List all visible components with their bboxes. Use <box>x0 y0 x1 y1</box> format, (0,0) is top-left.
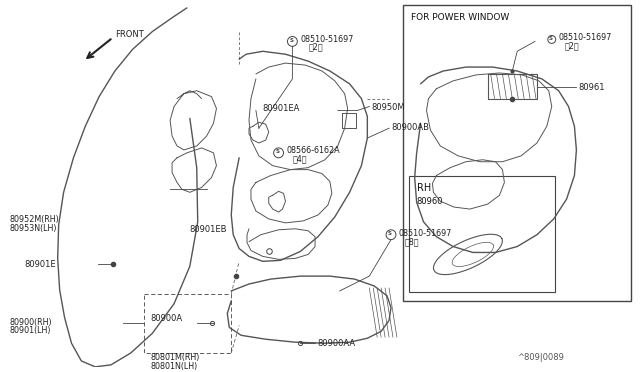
Text: 80950M: 80950M <box>371 103 405 112</box>
Text: 08510-51697: 08510-51697 <box>559 32 612 42</box>
Text: RH: RH <box>417 183 431 193</box>
Text: （8）: （8） <box>405 238 419 247</box>
Text: 80900AA: 80900AA <box>317 339 355 348</box>
Text: S: S <box>289 38 293 43</box>
Text: 80801M(RH): 80801M(RH) <box>150 353 200 362</box>
Text: 80953N(LH): 80953N(LH) <box>10 224 57 233</box>
Text: （2）: （2） <box>564 41 579 51</box>
Text: 08566-6162A: 08566-6162A <box>287 146 340 155</box>
Text: S: S <box>276 150 280 154</box>
Text: 80801N(LH): 80801N(LH) <box>150 362 198 371</box>
Text: FRONT: FRONT <box>115 30 143 39</box>
Text: 80901EA: 80901EA <box>263 103 300 113</box>
Text: ^809|0089: ^809|0089 <box>517 353 564 362</box>
Text: （4）: （4） <box>292 155 307 164</box>
Text: （2）: （2） <box>308 42 323 51</box>
Text: 08510-51697: 08510-51697 <box>399 229 452 238</box>
Text: 80900AB: 80900AB <box>391 123 429 132</box>
Text: FOR POWER WINDOW: FOR POWER WINDOW <box>411 13 509 22</box>
Text: S: S <box>548 36 553 41</box>
Text: 80900(RH): 80900(RH) <box>10 318 52 327</box>
Text: 80961: 80961 <box>579 83 605 92</box>
Text: S: S <box>388 231 392 236</box>
Text: 80952M(RH): 80952M(RH) <box>10 215 59 224</box>
Text: 08510-51697: 08510-51697 <box>300 35 354 44</box>
Text: 80960: 80960 <box>417 197 443 206</box>
Text: 80901EB: 80901EB <box>190 225 227 234</box>
Text: 80900A: 80900A <box>150 314 182 323</box>
Bar <box>403 5 630 301</box>
Bar <box>409 176 555 292</box>
Text: 80901(LH): 80901(LH) <box>10 326 51 336</box>
Text: 80901E: 80901E <box>24 260 56 269</box>
